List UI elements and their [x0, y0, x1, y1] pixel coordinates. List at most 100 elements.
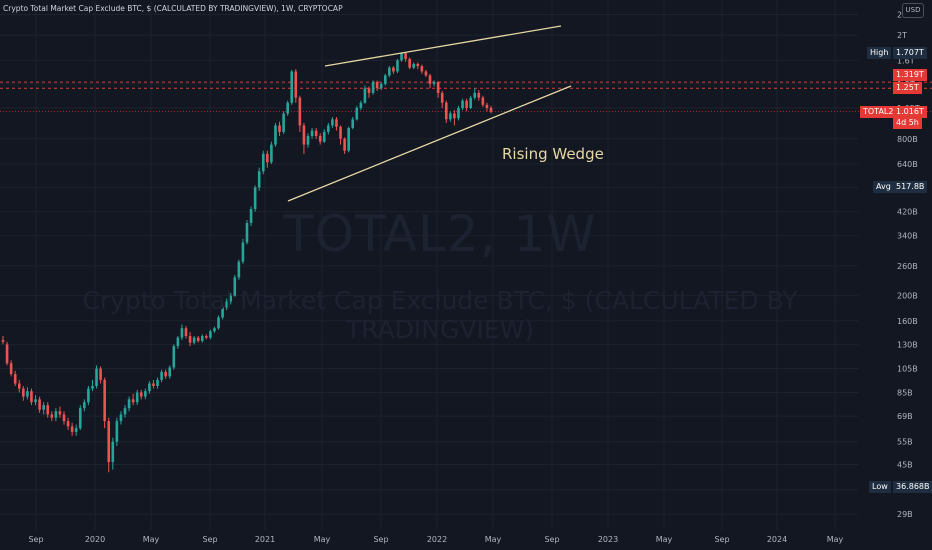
candle-body — [38, 399, 41, 410]
x-tick-label: 2022 — [427, 535, 447, 544]
candle — [196, 336, 200, 343]
wedge-upper-trendline[interactable] — [324, 25, 562, 67]
candle — [5, 341, 9, 366]
candle — [184, 325, 188, 339]
candle-body — [343, 138, 346, 151]
candle-body — [54, 411, 58, 418]
y-tick-label: 85B — [897, 388, 913, 397]
candle-body — [314, 130, 318, 136]
candle — [26, 387, 29, 400]
candle-body — [221, 307, 224, 318]
candle-body — [34, 399, 37, 403]
candle-body — [115, 421, 119, 442]
candle-body — [331, 119, 334, 126]
candle — [188, 332, 192, 347]
candle — [318, 133, 322, 145]
candle — [103, 377, 106, 429]
candle — [351, 116, 355, 130]
candle — [383, 73, 387, 86]
candle-body — [107, 421, 111, 462]
candle — [282, 111, 285, 134]
avg-tag: Avg — [873, 181, 894, 193]
low-tag: Low — [869, 481, 891, 493]
level1-value: 1.319T — [893, 69, 927, 81]
candle — [91, 379, 94, 392]
candle — [245, 220, 249, 245]
candle — [87, 386, 90, 406]
candle — [13, 370, 17, 387]
y-tick-label: 2T — [897, 31, 907, 40]
candle — [249, 206, 253, 227]
candle — [152, 379, 155, 389]
candle-body — [42, 405, 45, 410]
x-axis[interactable]: Sep 2020 May Sep 2021 May Sep 2022 May Sep 2023 May… — [28, 535, 843, 544]
bar-countdown: 4d 5h — [893, 117, 922, 129]
candle — [371, 80, 375, 95]
candle — [302, 122, 306, 154]
candle-body — [127, 399, 131, 409]
candle-body — [241, 242, 245, 262]
x-tick-label: 2020 — [85, 535, 105, 544]
chart-title: Crypto Total Market Cap Exclude BTC, $ (… — [3, 4, 343, 13]
candle — [17, 379, 21, 393]
candle — [164, 369, 167, 379]
x-tick-label: Sep — [28, 535, 43, 544]
candle-body — [432, 82, 436, 84]
candle — [9, 360, 13, 377]
x-tick-label: May — [827, 535, 844, 544]
candle — [42, 402, 45, 415]
candle — [449, 111, 452, 122]
candle-body — [335, 119, 338, 127]
candle-body — [278, 125, 281, 132]
candle — [266, 150, 269, 168]
candle — [375, 80, 379, 92]
candle-body — [192, 337, 196, 343]
candle — [34, 395, 37, 406]
candle-body — [245, 223, 249, 243]
candle-body — [70, 426, 74, 432]
candle-body — [355, 107, 359, 120]
candle — [314, 127, 318, 139]
currency-button[interactable]: USD — [902, 3, 924, 18]
wedge-lower-trendline[interactable] — [287, 85, 572, 202]
candle — [379, 82, 383, 91]
candle-body — [318, 135, 322, 142]
candle-body — [17, 383, 21, 389]
candle-body — [257, 171, 261, 188]
candle-body — [184, 328, 188, 337]
candle — [237, 259, 241, 280]
y-tick-label: 800B — [897, 135, 918, 144]
x-tick-label: Sep — [202, 535, 217, 544]
candle — [457, 105, 460, 121]
candle — [327, 122, 330, 135]
candle — [139, 389, 143, 400]
candles — [1, 52, 493, 473]
candle-body — [392, 67, 395, 72]
candle — [461, 98, 464, 111]
candle-body — [148, 383, 151, 392]
x-tick-label: 2021 — [255, 535, 275, 544]
y-tick-label: 29B — [897, 510, 913, 519]
candle-body — [180, 328, 184, 338]
candle-body — [74, 428, 78, 432]
candle-body — [196, 337, 200, 341]
candle — [473, 88, 477, 100]
candle — [400, 52, 403, 62]
x-tick-label: 2023 — [598, 535, 618, 544]
candle-body — [416, 63, 420, 67]
candle-body — [205, 336, 208, 338]
candle-body — [119, 414, 123, 422]
candle — [396, 58, 399, 74]
x-tick-label: Sep — [544, 535, 559, 544]
trendlines[interactable] — [287, 25, 572, 202]
candle — [436, 81, 440, 98]
candle — [363, 85, 367, 104]
candle — [144, 388, 147, 400]
candle-body — [457, 107, 460, 119]
candle-body — [388, 67, 391, 76]
candle — [453, 110, 456, 126]
rising-wedge-label[interactable]: Rising Wedge — [502, 145, 604, 163]
candle — [221, 304, 224, 320]
candle-body — [327, 125, 330, 132]
